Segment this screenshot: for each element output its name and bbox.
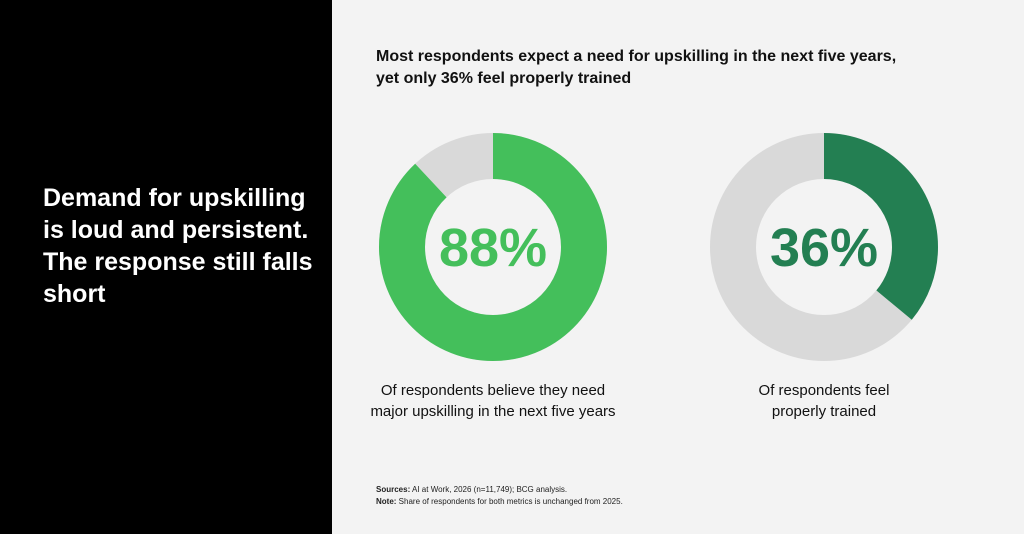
donut-center-label: 36%: [770, 218, 878, 278]
donut-center-label: 88%: [439, 218, 547, 278]
chart-title: Most respondents expect a need for upski…: [376, 48, 897, 87]
donut-caption-properly-trained: Of respondents feel properly trained: [694, 380, 954, 422]
donut-svg: 36%: [710, 133, 938, 361]
headline: Demand for upskilling is loud and persis…: [43, 184, 313, 308]
left-panel: Demand for upskilling is loud and persis…: [0, 0, 332, 534]
note-text: Share of respondents for both metrics is…: [396, 497, 623, 506]
sources-label: Sources:: [376, 485, 411, 494]
donut-chart-properly-trained: 36%: [709, 132, 939, 362]
chart-panel: Most respondents expect a need for upski…: [332, 0, 1024, 534]
donut-chart-upskilling-need: 88%: [378, 132, 608, 362]
footnote-note: Note: Share of respondents for both metr…: [376, 496, 976, 508]
footnote: Sources: AI at Work, 2026 (n=11,749); BC…: [376, 484, 976, 508]
donut-value-arc: [379, 133, 607, 361]
caption-text: Of respondents feel properly trained: [758, 382, 890, 420]
footnote-sources: Sources: AI at Work, 2026 (n=11,749); BC…: [376, 484, 976, 496]
sources-text: AI at Work, 2026 (n=11,749); BCG analysi…: [410, 485, 568, 494]
donut-svg: 88%: [379, 133, 607, 361]
note-label: Note:: [376, 497, 397, 506]
donut-value-arc: [710, 133, 938, 361]
donut-caption-upskilling-need: Of respondents believe they need major u…: [370, 382, 616, 420]
